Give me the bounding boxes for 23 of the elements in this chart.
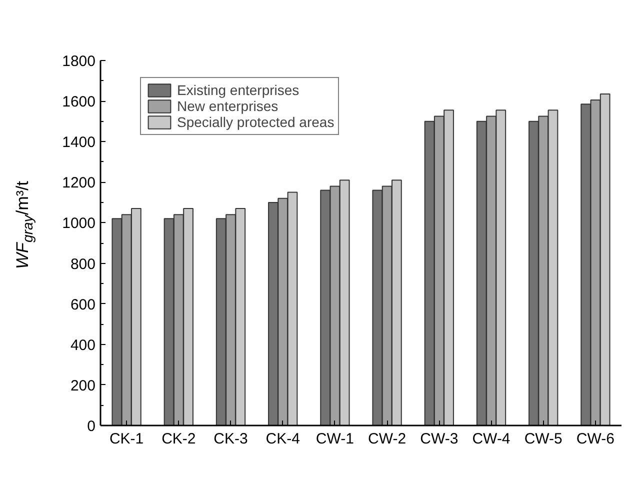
x-tick-label: CW-2 <box>368 430 406 448</box>
x-tick-label: CW-5 <box>524 430 562 448</box>
legend-label: Existing enterprises <box>177 82 300 98</box>
x-tick-label: CK-3 <box>214 430 248 448</box>
y-tick-label: 600 <box>70 296 96 314</box>
x-tick-label: CW-4 <box>472 430 510 448</box>
x-tick-label: CW-3 <box>420 430 458 448</box>
y-tick-label: 0 <box>87 418 96 435</box>
x-tick-label: CW-1 <box>316 430 354 448</box>
y-tick-label: 400 <box>70 336 96 354</box>
y-tick-label: 1600 <box>62 94 96 111</box>
y-tick-label: 800 <box>70 256 96 273</box>
x-tick-label: CK-1 <box>109 430 144 448</box>
y-tick-label: 1400 <box>62 134 96 152</box>
legend-label: New enterprises <box>177 98 278 114</box>
x-tick-label: CK-2 <box>162 430 196 448</box>
y-tick-label: 1800 <box>62 53 96 70</box>
x-tick-label: CW-6 <box>576 430 614 448</box>
y-tick-label: 200 <box>70 377 96 394</box>
y-tick-label: 1000 <box>62 215 96 232</box>
legend-label: Specially protected areas <box>177 114 334 130</box>
y-tick-label: 1200 <box>62 174 96 192</box>
x-tick-label: CK-4 <box>266 430 300 448</box>
